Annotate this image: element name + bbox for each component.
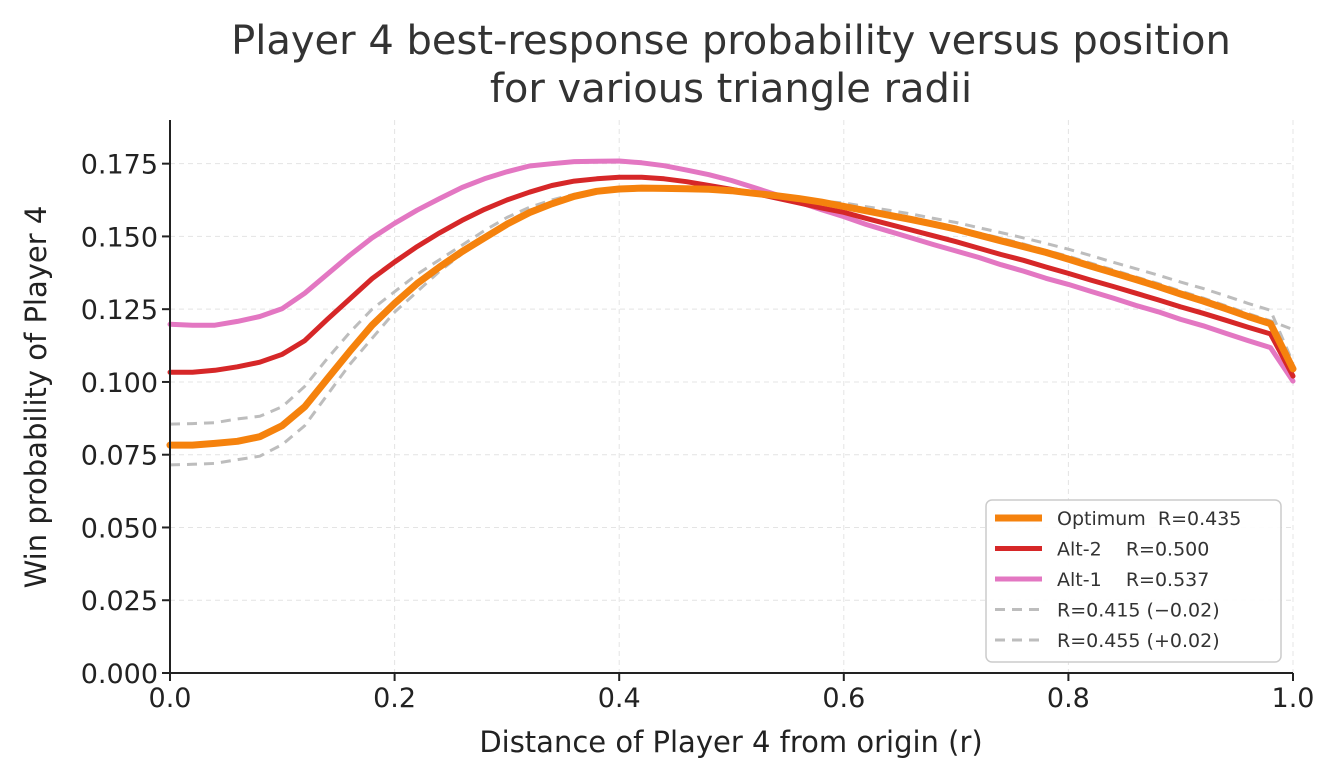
- chart-title-line: Player 4 best-response probability versu…: [231, 18, 1231, 64]
- y-tick-label: 0.125: [81, 295, 158, 326]
- legend-label-3: R=0.415 (−0.02): [1057, 600, 1220, 622]
- legend-label-4: R=0.455 (+0.02): [1057, 630, 1220, 652]
- series-line-2: [167, 158, 1296, 384]
- x-tick-label: 0.6: [822, 683, 865, 714]
- chart-title: Player 4 best-response probability versu…: [231, 18, 1231, 112]
- x-tick-label: 0.4: [598, 683, 641, 714]
- legend-label-2: Alt-1 R=0.537: [1057, 569, 1209, 591]
- y-tick-label: 0.175: [81, 150, 158, 181]
- series-layer: [166, 158, 1297, 467]
- y-tick-label: 0.075: [81, 441, 158, 472]
- x-tick-label: 0.8: [1047, 683, 1090, 714]
- series-line-4: [166, 184, 1297, 449]
- y-ticks: 0.000 0.025 0.050 0.075 0.100 0.125 0.150 0.175: [81, 150, 170, 690]
- y-axis-title: Win probability of Player 4: [19, 206, 53, 589]
- legend-label-0: Optimum R=0.435: [1057, 508, 1241, 530]
- legend-label-1: Alt-2 R=0.500: [1057, 539, 1209, 561]
- axes: [169, 120, 1293, 674]
- y-tick-label: 0.150: [81, 222, 158, 253]
- legend-box: [985, 499, 1282, 663]
- x-tick-label: 0.2: [373, 683, 416, 714]
- x-axis-title: Distance of Player 4 from origin (r): [479, 725, 982, 759]
- series-line-1: [169, 185, 1295, 467]
- x-ticks: 0.0 0.2 0.4 0.6 0.8 1.0: [149, 673, 1315, 714]
- y-tick-label: 0.025: [81, 586, 158, 617]
- y-tick-label: 0.050: [81, 513, 158, 544]
- y-tick-label: 0.100: [81, 368, 158, 399]
- legend: Optimum R=0.435 Alt-2 R=0.500 Alt-1 R=0.53…: [985, 499, 1282, 663]
- x-tick-label: 0.0: [149, 683, 192, 714]
- chart-title-line: for various triangle radii: [490, 66, 972, 112]
- series-line-0: [169, 185, 1294, 426]
- x-tick-label: 1.0: [1272, 683, 1315, 714]
- y-tick-label: 0.000: [81, 659, 158, 690]
